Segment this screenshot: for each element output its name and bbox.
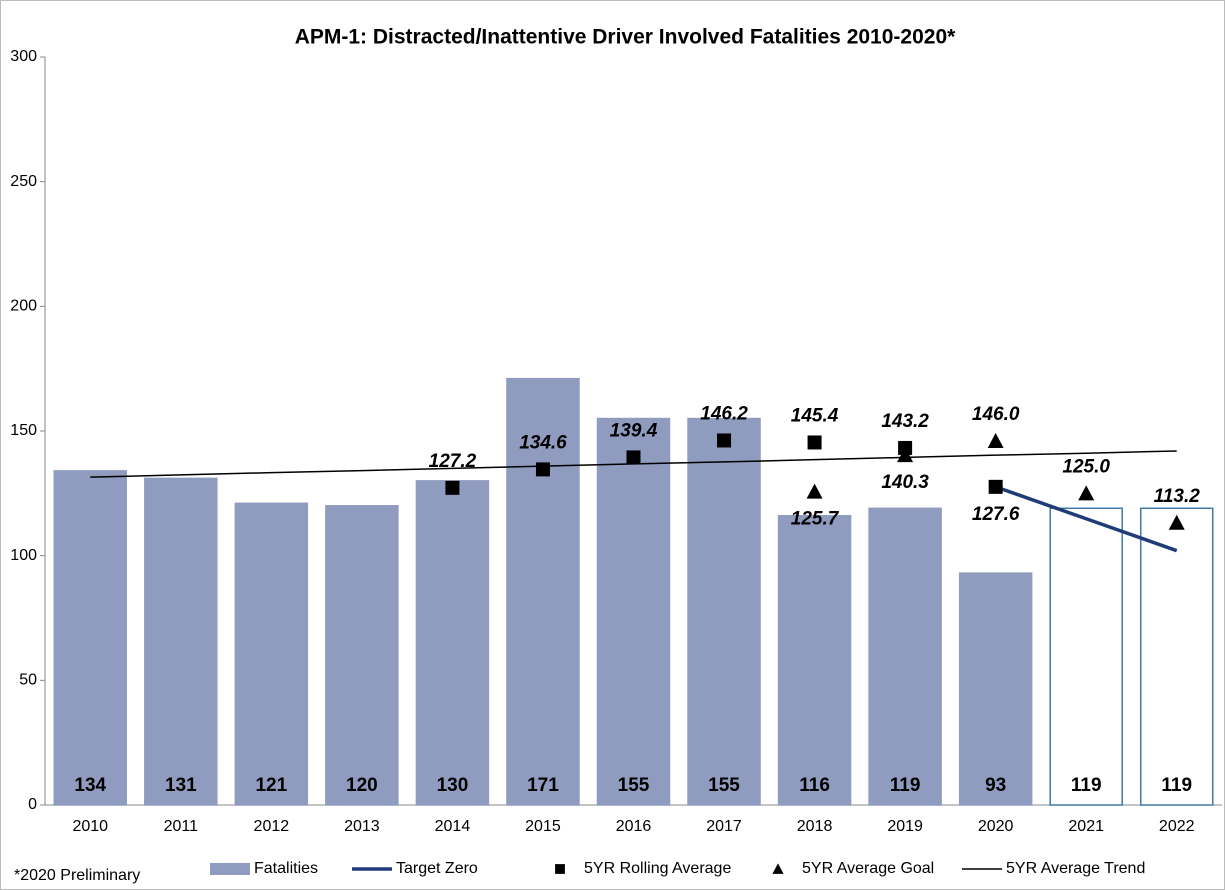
x-tick-label: 2016 <box>616 818 652 835</box>
x-tick-label: 2010 <box>72 818 108 835</box>
bar <box>415 480 490 806</box>
marker <box>445 480 460 495</box>
value-label: 139.4 <box>610 420 658 441</box>
bar <box>958 572 1033 806</box>
marker <box>626 450 641 465</box>
bar-label: 119 <box>890 775 921 796</box>
marker <box>988 479 1003 494</box>
value-label: 125.0 <box>1062 456 1110 477</box>
value-label: 127.2 <box>429 451 477 472</box>
legend-swatch <box>772 863 784 874</box>
x-tick-label: 2011 <box>164 818 199 835</box>
legend-label: 5YR Rolling Average <box>584 860 731 877</box>
x-tick-label: 2012 <box>254 818 290 835</box>
bar-label: 121 <box>255 775 287 796</box>
value-label: 145.4 <box>791 405 839 426</box>
x-tick-label: 2013 <box>344 818 380 835</box>
legend-swatch <box>555 864 565 874</box>
value-label: 146.2 <box>700 403 748 424</box>
bar-label: 131 <box>165 775 197 796</box>
bar-label: 93 <box>985 775 1006 796</box>
bar <box>53 470 128 806</box>
x-tick-label: 2018 <box>797 818 833 835</box>
value-label: 140.3 <box>881 472 929 493</box>
bar-label: 171 <box>527 775 559 796</box>
bar <box>506 377 580 806</box>
legend-label: 5YR Average Trend <box>1006 860 1145 877</box>
marker <box>1168 514 1185 530</box>
y-tick-label: 200 <box>10 298 37 315</box>
bar <box>687 417 761 806</box>
x-tick-label: 2022 <box>1159 818 1195 835</box>
line <box>90 450 1177 478</box>
value-label: 143.2 <box>881 411 929 432</box>
marker <box>807 435 822 450</box>
y-tick-label: 300 <box>10 48 37 65</box>
note: *2020 Preliminary <box>14 867 140 884</box>
x-tick-label: 2021 <box>1068 818 1104 835</box>
y-tick-label: 150 <box>10 422 37 439</box>
line <box>995 485 1178 553</box>
bar <box>868 507 942 806</box>
x-tick-label: 2017 <box>706 818 742 835</box>
y-tick-label: 50 <box>19 672 37 689</box>
bar <box>325 505 399 806</box>
bar <box>234 502 309 806</box>
bar-label: 116 <box>799 775 830 796</box>
y-tick-label: 100 <box>10 547 37 564</box>
bar <box>1049 507 1123 806</box>
value-label: 113.2 <box>1154 486 1201 507</box>
value-label: 134.6 <box>519 432 567 453</box>
marker <box>806 483 823 499</box>
bar-label: 120 <box>346 775 378 796</box>
y-tick-label: 0 <box>28 796 37 813</box>
marker <box>535 462 550 477</box>
x-tick-label: 2019 <box>887 818 923 835</box>
legend-swatch <box>210 863 250 875</box>
bar <box>777 515 852 806</box>
bar-label: 134 <box>74 775 106 796</box>
bar <box>1139 507 1214 806</box>
bar-label: 119 <box>1071 775 1102 796</box>
marker <box>897 447 914 463</box>
marker <box>987 432 1004 448</box>
value-label: 146.0 <box>972 404 1020 425</box>
value-label: 125.7 <box>791 509 840 530</box>
bar-label: 155 <box>618 775 650 796</box>
bar <box>144 477 218 806</box>
x-tick-label: 2020 <box>978 818 1014 835</box>
x-tick-label: 2014 <box>435 818 471 835</box>
marker <box>1078 485 1095 501</box>
bar-label: 119 <box>1161 775 1192 796</box>
bar-label: 130 <box>437 775 469 796</box>
legend-label: Target Zero <box>396 860 478 877</box>
chart-title: APM-1: Distracted/Inattentive Driver Inv… <box>295 26 956 49</box>
bar-label: 155 <box>708 775 740 796</box>
value-label: 127.6 <box>972 504 1020 525</box>
marker <box>717 433 732 448</box>
legend-label: Fatalities <box>254 860 318 877</box>
x-tick-label: 2015 <box>525 818 561 835</box>
legend-label: 5YR Average Goal <box>802 860 934 877</box>
bar <box>596 417 671 806</box>
y-tick-label: 250 <box>10 173 37 190</box>
